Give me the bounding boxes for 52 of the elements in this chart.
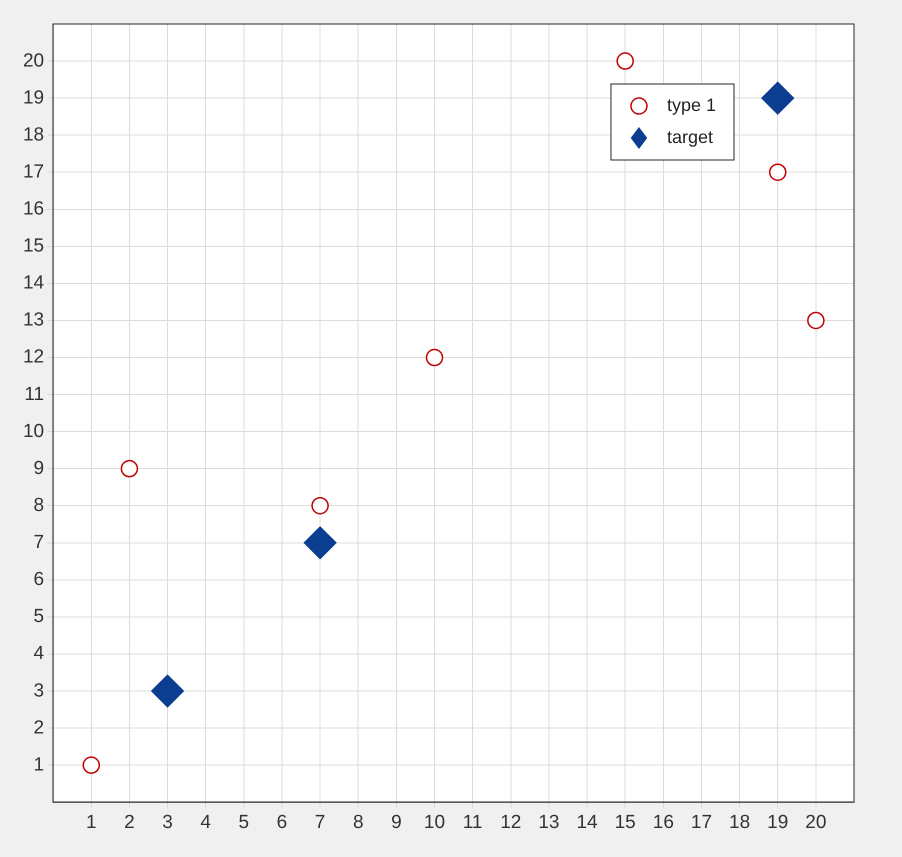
point xyxy=(311,496,329,514)
point xyxy=(82,756,100,774)
x-tick-label: 16 xyxy=(652,812,674,833)
point xyxy=(616,52,634,70)
point xyxy=(151,674,184,708)
x-tick-label: 15 xyxy=(614,812,636,833)
y-tick-label: 11 xyxy=(24,384,44,405)
y-tick-label: 14 xyxy=(22,272,45,294)
x-tick-label: 7 xyxy=(314,812,326,833)
y-tick-label: 15 xyxy=(22,236,44,257)
x-tick-label: 19 xyxy=(767,812,788,833)
y-tick-label: 3 xyxy=(34,680,44,702)
y-tick-label: 5 xyxy=(34,606,44,628)
y-tick-label: 12 xyxy=(22,346,44,368)
point xyxy=(426,348,444,366)
y-tick-label: 4 xyxy=(34,643,45,664)
x-tick-label: 13 xyxy=(538,812,560,833)
x-tick-label: 10 xyxy=(424,812,446,833)
y-tick-label: 1 xyxy=(34,754,44,776)
y-tick-label: 6 xyxy=(34,569,44,590)
point xyxy=(304,526,337,560)
y-tick-label: 2 xyxy=(34,717,44,738)
legend-label: target xyxy=(666,126,713,147)
x-tick-label: 11 xyxy=(462,812,482,833)
x-tick-label: 12 xyxy=(500,812,522,833)
y-tick-label: 20 xyxy=(22,50,44,72)
y-tick-label: 19 xyxy=(22,87,44,108)
y-tick-label: 8 xyxy=(34,494,44,516)
y-tick-label: 16 xyxy=(22,198,44,220)
point xyxy=(761,82,794,115)
x-tick-label: 6 xyxy=(276,812,288,833)
point xyxy=(807,312,825,330)
y-tick-label: 17 xyxy=(22,161,44,182)
y-tick-label: 9 xyxy=(34,458,44,479)
y-tick-label: 10 xyxy=(22,420,44,442)
x-tick-label: 4 xyxy=(200,812,212,833)
legend-label: type 1 xyxy=(666,94,716,115)
y-tick-label: 7 xyxy=(34,532,44,554)
point xyxy=(768,163,786,181)
x-tick-label: 8 xyxy=(352,812,364,833)
x-tick-label: 1 xyxy=(86,812,97,833)
x-tick-label: 18 xyxy=(729,812,750,833)
x-tick-label: 3 xyxy=(162,812,173,833)
x-tick-label: 20 xyxy=(805,812,826,833)
point xyxy=(120,460,138,478)
x-tick-label: 9 xyxy=(391,812,402,833)
x-tick-label: 17 xyxy=(690,812,712,833)
x-tick-label: 5 xyxy=(238,812,250,833)
x-tick-label: 2 xyxy=(124,812,135,833)
y-tick-label: 18 xyxy=(22,124,44,146)
x-tick-label: 14 xyxy=(576,812,598,833)
y-tick-label: 13 xyxy=(22,310,44,331)
